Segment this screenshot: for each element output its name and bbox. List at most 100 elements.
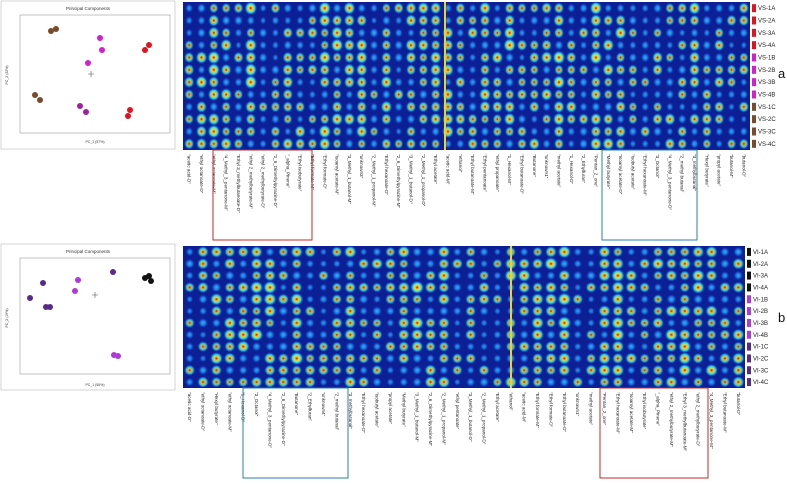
heatmap-cell [516, 64, 528, 76]
generated-content: Principal Components PC_1 (57%) PC_2 (22%)… [5, 0, 786, 479]
heatmap-cell [197, 89, 206, 100]
heatmap-cell [184, 113, 195, 125]
heatmap-cell [456, 138, 465, 149]
heatmap-cell [640, 294, 650, 304]
heatmap-cell [692, 352, 704, 365]
heatmap-cell [355, 112, 368, 126]
heatmap-cell [720, 341, 730, 352]
heatmap-cell [224, 340, 236, 353]
compound-label: "acetic acid-D" [187, 392, 192, 422]
heatmap-cell [405, 38, 418, 52]
heatmap-cell [233, 113, 244, 125]
heatmap-cell [614, 25, 627, 40]
heatmap-cell [541, 27, 552, 39]
heatmap-cell [589, 13, 603, 28]
heatmap-cell [532, 270, 543, 281]
heatmap-cell [590, 39, 602, 51]
heatmap-cell [444, 77, 452, 87]
heatmap-cell [359, 365, 369, 375]
heatmap-cell [640, 271, 650, 281]
heatmap-cell [692, 376, 704, 388]
heatmap-cell [281, 75, 294, 89]
sample-label: VS-3C [758, 130, 776, 136]
heatmap-cell [277, 364, 290, 377]
heatmap-cell [451, 257, 464, 270]
heatmap-cell [344, 364, 357, 376]
heatmap-cell [405, 1, 417, 15]
heatmap-cell [259, 114, 268, 124]
heatmap-cell [357, 27, 367, 38]
heatmap-cell [209, 351, 224, 365]
heatmap-cell [597, 269, 612, 283]
heatmap-cell [343, 328, 357, 342]
heatmap-cell [430, 138, 441, 150]
highlight-box [212, 149, 313, 241]
heatmap-cell [369, 88, 380, 101]
heatmap-cell [211, 318, 222, 328]
heatmap-cell [665, 27, 675, 39]
heatmap-cell [412, 270, 423, 281]
heatmap-cell [542, 138, 552, 149]
heatmap-cell [426, 259, 436, 269]
compound-label: "ethyl propanoate" [495, 154, 500, 192]
heatmap-cell [705, 304, 719, 318]
heatmap-cell [615, 137, 627, 150]
sample-swatch [752, 28, 756, 37]
heatmap-cell [540, 87, 553, 102]
heatmap-cell [739, 27, 749, 38]
heatmap-cell [343, 26, 355, 39]
heatmap-cell [640, 76, 651, 88]
heatmap-cell [259, 77, 267, 87]
compound-label: "Ethyl isobutyrate" [642, 392, 647, 430]
heatmap-cell [410, 340, 424, 353]
heatmap-cell [233, 101, 243, 112]
heatmap-cell [518, 15, 526, 26]
heatmap-cell [479, 51, 491, 64]
heatmap-cell [223, 352, 237, 365]
heatmap-cell [296, 77, 304, 87]
heatmap-cell [492, 258, 503, 270]
heatmap-cell [702, 52, 712, 63]
heatmap-cell [332, 138, 342, 150]
heatmap-cell [640, 342, 649, 351]
heatmap-cell [294, 27, 306, 39]
heatmap-cell [184, 88, 195, 101]
heatmap-cell [270, 125, 281, 138]
heatmap-cell [455, 2, 466, 15]
heatmap-cell [343, 304, 357, 318]
heatmap-cell [530, 126, 539, 137]
heatmap-cell [652, 27, 663, 39]
heatmap-cell [291, 258, 303, 270]
heatmap-cell [395, 65, 403, 74]
compound-label: "butanol-D" [741, 154, 746, 178]
heatmap-cell [195, 75, 208, 90]
heatmap-cell [628, 101, 638, 113]
sample-swatch [747, 283, 751, 292]
heatmap-cell [688, 38, 701, 52]
compound-label: "3_Methyl_1_butanol-M" [347, 154, 352, 204]
heatmap-cell [331, 246, 343, 258]
compound-label: "2_6_Dimethylpyrazine-M" [396, 154, 401, 208]
heatmap-cell [611, 292, 625, 306]
heatmap-cell [714, 27, 725, 39]
heatmap-cell [492, 27, 503, 39]
heatmap-cell [666, 65, 674, 75]
heatmap-cell [532, 246, 543, 258]
heatmap-cell [225, 365, 235, 376]
sample-label: VI-3C [753, 368, 769, 374]
heatmap-cell [602, 113, 614, 126]
heatmap-cell [704, 363, 719, 377]
heatmap-cell [493, 3, 502, 13]
heatmap-cell [467, 137, 479, 151]
compound-label: "3_Methyl_1_butanol-D" [409, 154, 414, 204]
compound-label: "Ethyl hexanoate-D" [384, 154, 389, 195]
heatmap-cell [359, 247, 368, 256]
heatmap-cell [369, 126, 379, 137]
heatmap-cell [429, 112, 442, 126]
sample-swatch [752, 78, 756, 87]
heatmap-cell [679, 317, 690, 328]
heatmap-cell [405, 125, 417, 138]
heatmap-cell [332, 2, 342, 14]
heatmap-cell [270, 101, 281, 113]
heatmap-cell [370, 102, 378, 112]
